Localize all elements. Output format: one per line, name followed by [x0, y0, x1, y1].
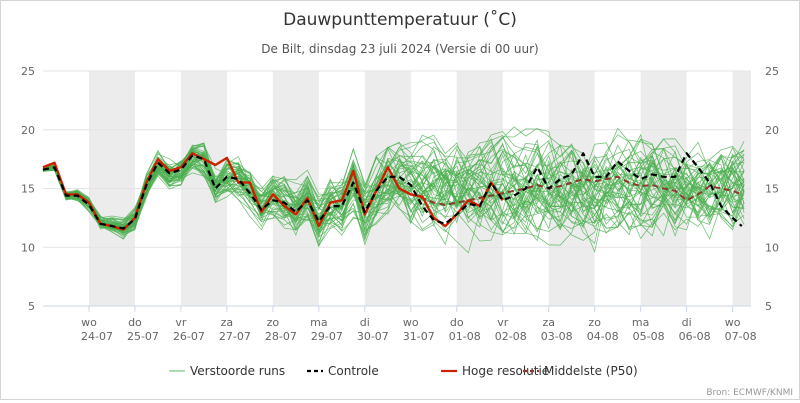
y-axis: 5 5 10 10 15 15 20 20 25 25 [21, 65, 779, 313]
y-tick-label-left: 25 [21, 65, 35, 78]
chart-subtitle: De Bilt, dinsdag 23 juli 2024 (Versie di… [261, 42, 538, 56]
y-tick-label-right: 25 [765, 65, 779, 78]
legend: Verstoorde runs Controle Hoge resolutieMid… [169, 364, 638, 378]
x-tick-day: di [360, 316, 370, 329]
x-tick-day: za [542, 316, 555, 329]
ensemble-run [42, 154, 745, 246]
y-tick-label-left: 20 [21, 124, 35, 137]
x-tick-date: 26-07 [173, 330, 205, 343]
ensemble-run [42, 152, 745, 245]
x-tick-date: 06-08 [679, 330, 711, 343]
x-tick-date: 01-08 [449, 330, 481, 343]
series-controle [42, 152, 743, 230]
y-tick-label-left: 10 [21, 241, 35, 254]
legend-label[interactable]: Controle [328, 364, 379, 378]
y-tick-label-right: 10 [765, 241, 779, 254]
x-tick-day: vr [175, 316, 187, 329]
y-tick-label-right: 15 [765, 183, 779, 196]
y-tick-label-right: 20 [765, 124, 779, 137]
x-tick-date: 04-08 [587, 330, 619, 343]
x-tick-day: za [221, 316, 234, 329]
x-tick-day: ma [632, 316, 649, 329]
x-tick-day: vr [497, 316, 509, 329]
x-tick-day: wo [81, 316, 97, 329]
y-tick-label-left: 15 [21, 183, 35, 196]
x-tick-day: ma [310, 316, 327, 329]
legend-label[interactable]: Hoge resolutie [462, 364, 549, 378]
x-tick-date: 05-08 [633, 330, 665, 343]
x-tick-day: zo [588, 316, 601, 329]
x-tick-date: 30-07 [357, 330, 389, 343]
x-tick-date: 29-07 [311, 330, 343, 343]
x-tick-date: 02-08 [495, 330, 527, 343]
x-axis: wo24-07do25-07vr26-07za27-07zo28-07ma29-… [43, 305, 757, 343]
ensemble-run [42, 149, 745, 224]
x-tick-date: 25-07 [127, 330, 159, 343]
chart-source: Bron: ECMWF/KNMI [706, 388, 793, 398]
x-tick-day: wo [403, 316, 419, 329]
legend-label[interactable]: Verstoorde runs [190, 364, 285, 378]
x-tick-day: zo [267, 316, 280, 329]
x-tick-date: 27-07 [219, 330, 251, 343]
main-series [42, 152, 743, 231]
x-tick-day: do [450, 316, 464, 329]
legend-label[interactable]: Middelste (P50) [544, 364, 638, 378]
x-tick-day: wo [725, 316, 741, 329]
x-tick-day: di [682, 316, 692, 329]
chart-title: Dauwpunttemperatuur (˚C) [283, 9, 517, 30]
ensemble-run [42, 133, 745, 233]
x-tick-day: do [128, 316, 142, 329]
ensemble-lines [42, 126, 745, 254]
x-tick-date: 24-07 [81, 330, 113, 343]
y-tick-label-left: 5 [28, 300, 35, 313]
ensemble-run [42, 150, 745, 237]
y-tick-label-right: 5 [765, 300, 772, 313]
x-tick-date: 07-08 [725, 330, 757, 343]
x-tick-date: 28-07 [265, 330, 297, 343]
ensemble-run [42, 151, 745, 247]
series-middelste-p50 [410, 175, 743, 206]
ensemble-run [42, 145, 745, 234]
ensemble-run [42, 145, 745, 237]
x-tick-date: 31-07 [403, 330, 435, 343]
x-tick-date: 03-08 [541, 330, 573, 343]
